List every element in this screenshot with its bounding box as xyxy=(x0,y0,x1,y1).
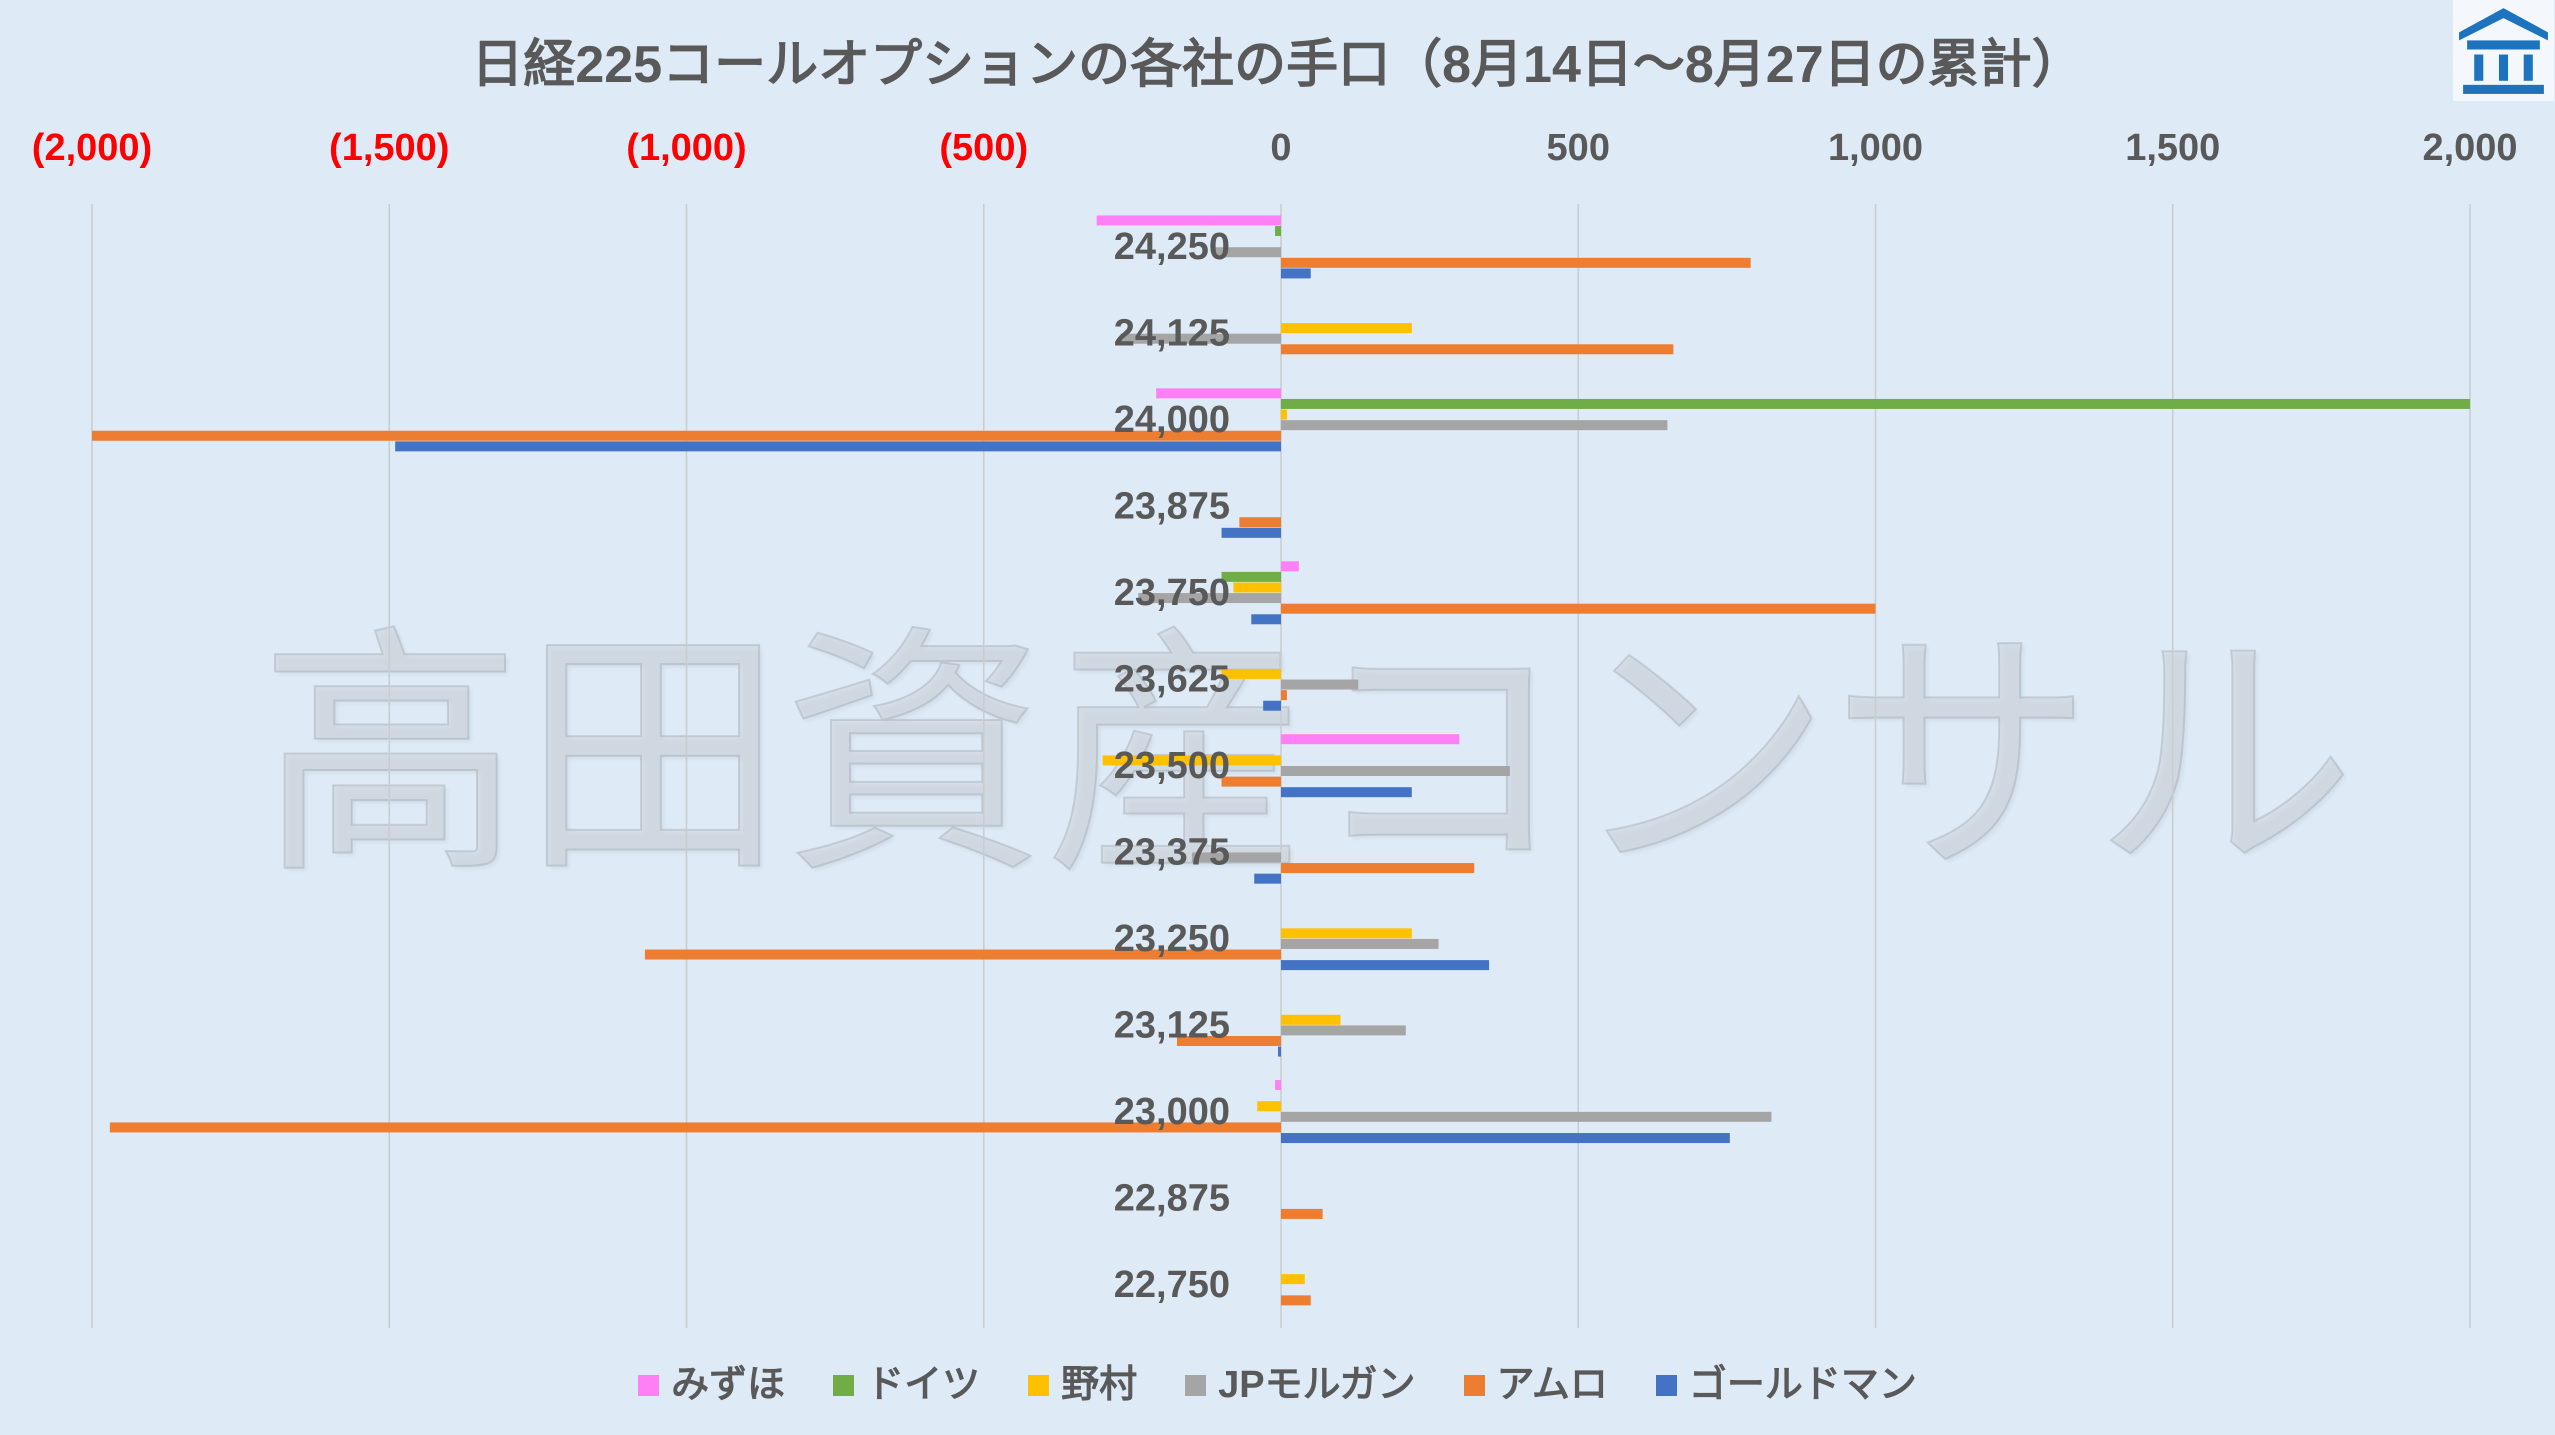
bar-jpmorgan xyxy=(1120,333,1281,344)
bar-amro xyxy=(109,1122,1282,1133)
bar-amro xyxy=(1281,1295,1311,1306)
legend-swatch xyxy=(1655,1374,1677,1396)
bar-nomura xyxy=(1233,582,1281,593)
legend-item-jpmorgan: JPモルガン xyxy=(1185,1360,1416,1410)
bar-nomura xyxy=(1281,1014,1341,1025)
x-tick-label: 1,500 xyxy=(2125,127,2220,169)
category-label: 24,125 xyxy=(1114,313,1230,355)
watermark-text: 高田資産コンサル xyxy=(259,604,2357,909)
bar-mizuho xyxy=(1096,215,1281,226)
bar-amro xyxy=(644,949,1281,960)
chart-title: 日経225コールオプションの各社の手口（8月14日～8月27日の累計） xyxy=(471,36,2084,94)
legend-item-amro: アムロ xyxy=(1463,1360,1608,1410)
bar-amro xyxy=(1281,1208,1323,1219)
bar-amro xyxy=(1281,690,1287,701)
category-label: 24,000 xyxy=(1114,399,1230,441)
x-tick-label: (1,000) xyxy=(626,127,746,169)
category-label: 22,875 xyxy=(1114,1177,1230,1219)
bar-goldman xyxy=(1251,614,1281,625)
x-tick-label: (2,000) xyxy=(32,127,152,169)
legend-label: ドイツ xyxy=(866,1364,981,1406)
bar-deutsche xyxy=(1221,571,1281,582)
category-label: 23,125 xyxy=(1114,1004,1230,1046)
bar-amro xyxy=(1221,776,1281,787)
bar-amro xyxy=(1281,257,1751,268)
bar-nomura xyxy=(1257,1101,1281,1112)
x-tick-label: (500) xyxy=(939,127,1028,169)
bar-mizuho xyxy=(1281,561,1299,572)
bar-amro xyxy=(1239,517,1281,528)
legend-label: ゴールドマン xyxy=(1688,1364,1917,1406)
bar-nomura xyxy=(1281,409,1287,420)
x-tick-label: 1,000 xyxy=(1828,127,1923,169)
bar-goldman xyxy=(1281,1133,1730,1144)
bar-jpmorgan xyxy=(1281,420,1668,431)
category-label: 24,250 xyxy=(1114,226,1230,268)
bar-jpmorgan xyxy=(1281,1111,1772,1122)
legend-label: 野村 xyxy=(1061,1364,1138,1406)
bar-mizuho xyxy=(1156,388,1281,399)
category-label: 23,250 xyxy=(1114,918,1230,960)
legend-swatch xyxy=(1028,1374,1050,1396)
legend-item-mizuho: みずほ xyxy=(638,1360,785,1410)
bar-jpmorgan xyxy=(1191,852,1281,863)
bar-jpmorgan xyxy=(1281,938,1439,949)
bar-goldman xyxy=(1254,873,1281,884)
category-label: 22,750 xyxy=(1114,1264,1230,1306)
bar-jpmorgan xyxy=(1281,1025,1406,1036)
bar-jpmorgan xyxy=(1215,247,1281,258)
category-label: 23,750 xyxy=(1114,572,1230,614)
category-label: 23,625 xyxy=(1114,659,1230,701)
bar-goldman xyxy=(395,441,1281,452)
bar-amro xyxy=(1281,603,1876,614)
x-tick-label: (1,500) xyxy=(329,127,449,169)
x-tick-label: 0 xyxy=(1270,127,1291,169)
bar-deutsche xyxy=(1281,398,2470,409)
x-tick-label: 2,000 xyxy=(2422,127,2517,169)
bar-mizuho xyxy=(1281,734,1460,745)
bar-amro xyxy=(92,430,1281,441)
bar-deutsche xyxy=(1275,226,1281,237)
bar-jpmorgan xyxy=(1138,593,1281,604)
bar-goldman xyxy=(1278,1046,1281,1057)
category-label: 23,000 xyxy=(1114,1091,1230,1133)
bar-nomura xyxy=(1221,668,1281,679)
bar-nomura xyxy=(1281,323,1412,334)
legend-swatch xyxy=(1185,1374,1207,1396)
company-logo-icon xyxy=(2453,0,2554,101)
bar-jpmorgan xyxy=(1281,766,1510,776)
bar-amro xyxy=(1281,863,1475,874)
chart-legend: みずほ ドイツ 野村 JPモルガン アムロ ゴールドマン xyxy=(0,1360,2555,1410)
bar-amro xyxy=(1281,344,1674,355)
bar-goldman xyxy=(1263,700,1281,711)
legend-swatch xyxy=(833,1374,855,1396)
category-label: 23,500 xyxy=(1114,745,1230,787)
bar-goldman xyxy=(1221,527,1281,538)
bar-amro xyxy=(1176,1035,1281,1046)
category-label: 23,375 xyxy=(1114,831,1230,873)
bar-mizuho xyxy=(1275,1080,1281,1091)
legend-item-deutsche: ドイツ xyxy=(833,1360,980,1410)
bar-nomura xyxy=(1281,928,1412,939)
legend-item-goldman: ゴールドマン xyxy=(1655,1360,1917,1410)
bar-goldman xyxy=(1281,268,1311,279)
bar-jpmorgan xyxy=(1281,679,1359,690)
legend-item-nomura: 野村 xyxy=(1028,1360,1137,1410)
legend-label: JPモルガン xyxy=(1218,1364,1416,1406)
legend-label: アムロ xyxy=(1496,1364,1608,1406)
bar-nomura xyxy=(1281,1274,1305,1285)
category-label: 23,875 xyxy=(1114,486,1230,528)
legend-swatch xyxy=(638,1374,660,1396)
bar-goldman xyxy=(1281,787,1412,798)
legend-swatch xyxy=(1463,1374,1485,1396)
x-tick-label: 500 xyxy=(1547,127,1610,169)
bar-nomura xyxy=(1102,755,1281,766)
legend-label: みずほ xyxy=(671,1364,786,1406)
bar-goldman xyxy=(1281,960,1490,971)
